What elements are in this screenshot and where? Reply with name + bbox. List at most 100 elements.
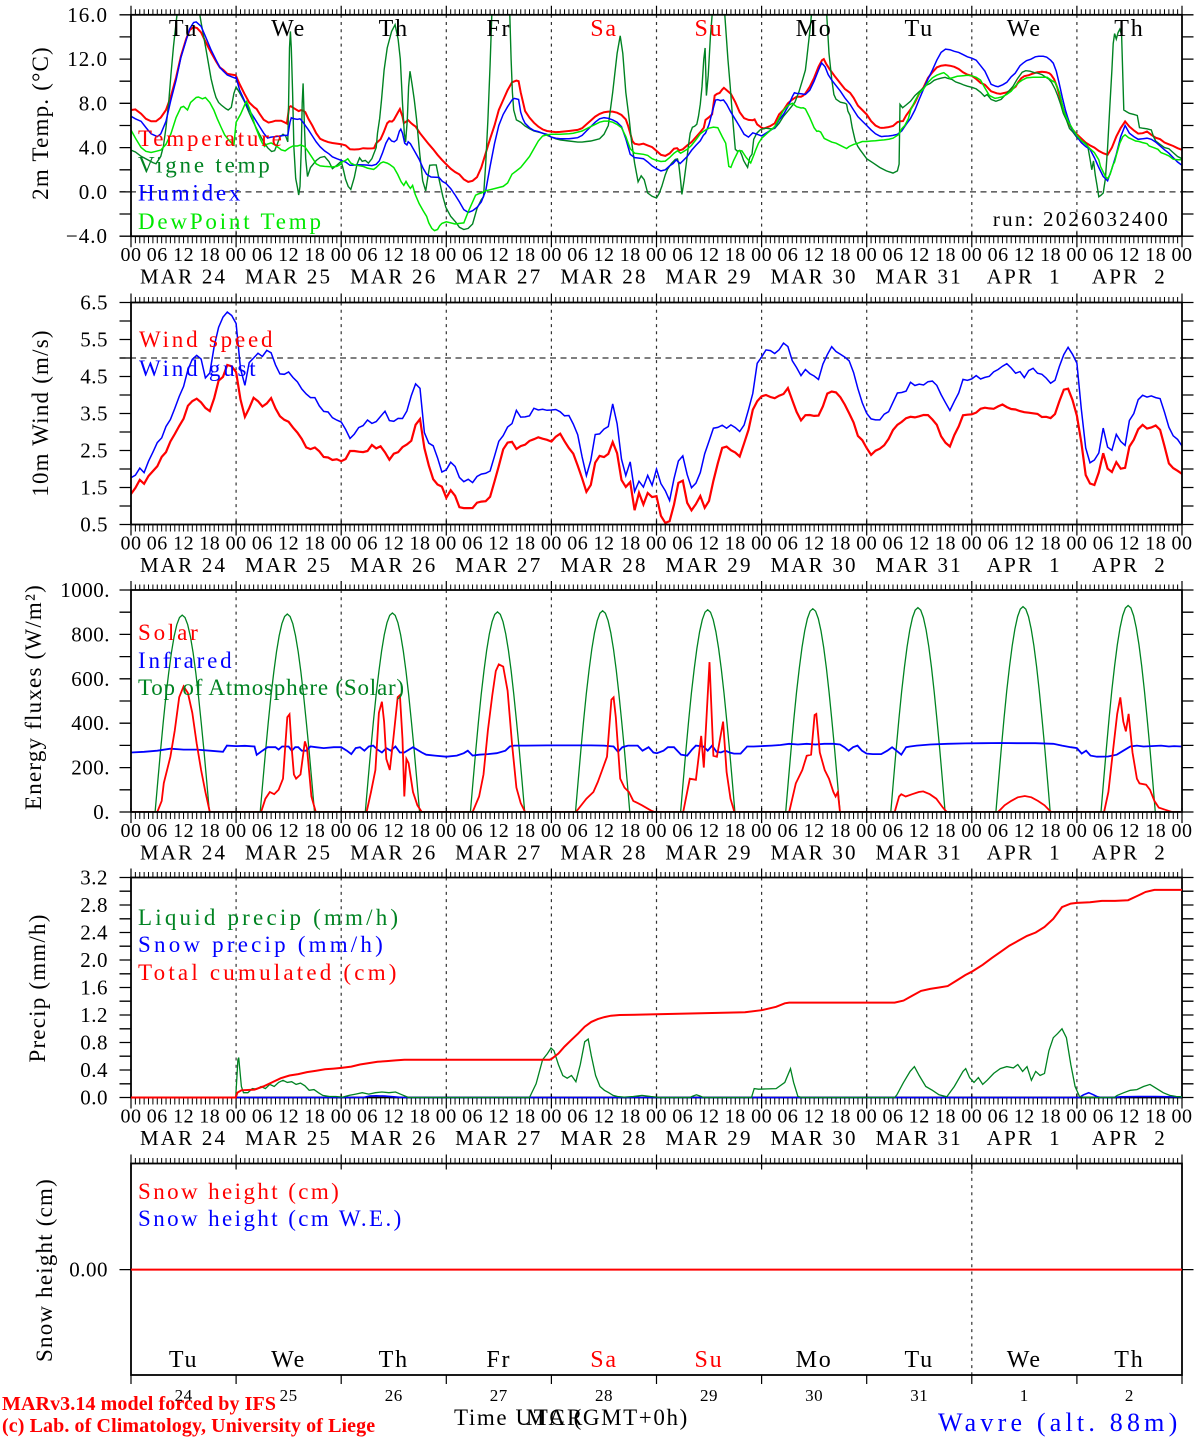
svg-text:MAR 28: MAR 28 [560,553,647,577]
svg-text:06: 06 [357,533,378,555]
svg-text:26: 26 [385,1386,403,1405]
svg-text:Solar: Solar [138,620,201,645]
svg-text:00: 00 [541,533,562,555]
svg-text:18: 18 [935,244,956,266]
svg-text:00: 00 [1172,244,1193,266]
svg-text:Snow height (cm W.E.): Snow height (cm W.E.) [138,1206,404,1231]
svg-text:18: 18 [725,533,746,555]
svg-text:00: 00 [961,244,982,266]
svg-text:00: 00 [436,820,457,842]
svg-text:06: 06 [462,244,483,266]
svg-text:1.6: 1.6 [80,976,108,1000]
svg-text:MAR 30: MAR 30 [770,553,857,577]
svg-text:16.0: 16.0 [67,3,108,27]
svg-text:We: We [1007,16,1042,42]
svg-text:12: 12 [594,244,615,266]
svg-text:06: 06 [777,820,798,842]
svg-text:06: 06 [672,820,693,842]
svg-text:06: 06 [252,244,273,266]
svg-text:MAR 25: MAR 25 [245,553,332,577]
svg-text:3.5: 3.5 [80,402,108,426]
svg-text:2: 2 [1125,1386,1134,1405]
svg-text:00: 00 [856,1106,877,1128]
svg-text:00: 00 [121,244,142,266]
svg-text:06: 06 [988,244,1009,266]
svg-text:12: 12 [909,1106,930,1128]
svg-text:18: 18 [410,244,431,266]
svg-text:18: 18 [830,244,851,266]
svg-text:00: 00 [961,1106,982,1128]
svg-text:12: 12 [1119,533,1140,555]
svg-text:00: 00 [436,1106,457,1128]
svg-text:12: 12 [1014,533,1035,555]
svg-text:00: 00 [856,244,877,266]
svg-text:12: 12 [804,244,825,266]
svg-text:0.00: 0.00 [69,1258,108,1282]
svg-text:MAR 29: MAR 29 [665,265,752,289]
svg-text:12: 12 [488,1106,509,1128]
svg-text:12: 12 [488,533,509,555]
svg-text:00: 00 [1172,820,1193,842]
svg-text:We: We [271,1347,306,1373]
svg-text:MAR 24: MAR 24 [140,553,227,577]
svg-text:18: 18 [515,533,536,555]
svg-text:18: 18 [1040,244,1061,266]
svg-text:APR 2: APR 2 [1092,841,1167,865]
svg-text:12: 12 [804,820,825,842]
svg-text:MAR 27: MAR 27 [455,1126,542,1150]
svg-text:18: 18 [725,1106,746,1128]
svg-text:MAR 28: MAR 28 [560,265,647,289]
svg-text:00: 00 [121,533,142,555]
svg-text:12: 12 [909,533,930,555]
svg-text:12: 12 [699,533,720,555]
svg-text:12: 12 [278,820,299,842]
svg-text:18: 18 [410,820,431,842]
svg-text:00: 00 [331,820,352,842]
svg-text:2.5: 2.5 [80,439,108,463]
svg-text:06: 06 [988,533,1009,555]
svg-text:00: 00 [646,820,667,842]
svg-text:18: 18 [1145,1106,1166,1128]
svg-text:28: 28 [595,1386,613,1405]
svg-text:(c) Lab. of Climatology, Unive: (c) Lab. of Climatology, University of L… [2,1415,375,1437]
svg-text:18: 18 [620,244,641,266]
svg-text:00: 00 [541,1106,562,1128]
svg-text:Th: Th [1114,1347,1144,1373]
svg-text:00: 00 [226,533,247,555]
svg-text:06: 06 [777,1106,798,1128]
svg-text:12: 12 [383,533,404,555]
svg-text:18: 18 [304,244,325,266]
svg-text:06: 06 [1093,533,1114,555]
svg-text:00: 00 [961,533,982,555]
svg-text:18: 18 [1040,820,1061,842]
svg-text:12: 12 [173,244,194,266]
svg-text:18: 18 [1040,533,1061,555]
svg-text:18: 18 [935,820,956,842]
svg-text:27: 27 [490,1386,508,1405]
svg-text:00: 00 [961,820,982,842]
svg-text:Mo: Mo [796,1347,833,1373]
svg-text:06: 06 [462,820,483,842]
svg-text:00: 00 [541,244,562,266]
svg-text:00: 00 [226,244,247,266]
svg-text:06: 06 [357,244,378,266]
svg-text:0.8: 0.8 [80,1031,108,1055]
svg-text:MAR 30: MAR 30 [770,265,857,289]
svg-text:Liquid precip (mm/h): Liquid precip (mm/h) [138,905,401,930]
svg-text:18: 18 [410,533,431,555]
svg-text:18: 18 [620,533,641,555]
svg-text:MAR 31: MAR 31 [876,1126,963,1150]
svg-text:Temperature: Temperature [138,126,285,151]
svg-text:3.2: 3.2 [80,866,108,890]
svg-text:12: 12 [594,820,615,842]
svg-text:18: 18 [304,533,325,555]
svg-text:400.: 400. [71,711,110,735]
svg-text:12: 12 [1014,244,1035,266]
svg-text:MAR 29: MAR 29 [665,1126,752,1150]
svg-text:00: 00 [751,820,772,842]
svg-text:18: 18 [199,533,220,555]
svg-text:06: 06 [147,533,168,555]
svg-text:06: 06 [988,1106,1009,1128]
svg-text:4.5: 4.5 [80,365,108,389]
svg-text:12: 12 [488,820,509,842]
